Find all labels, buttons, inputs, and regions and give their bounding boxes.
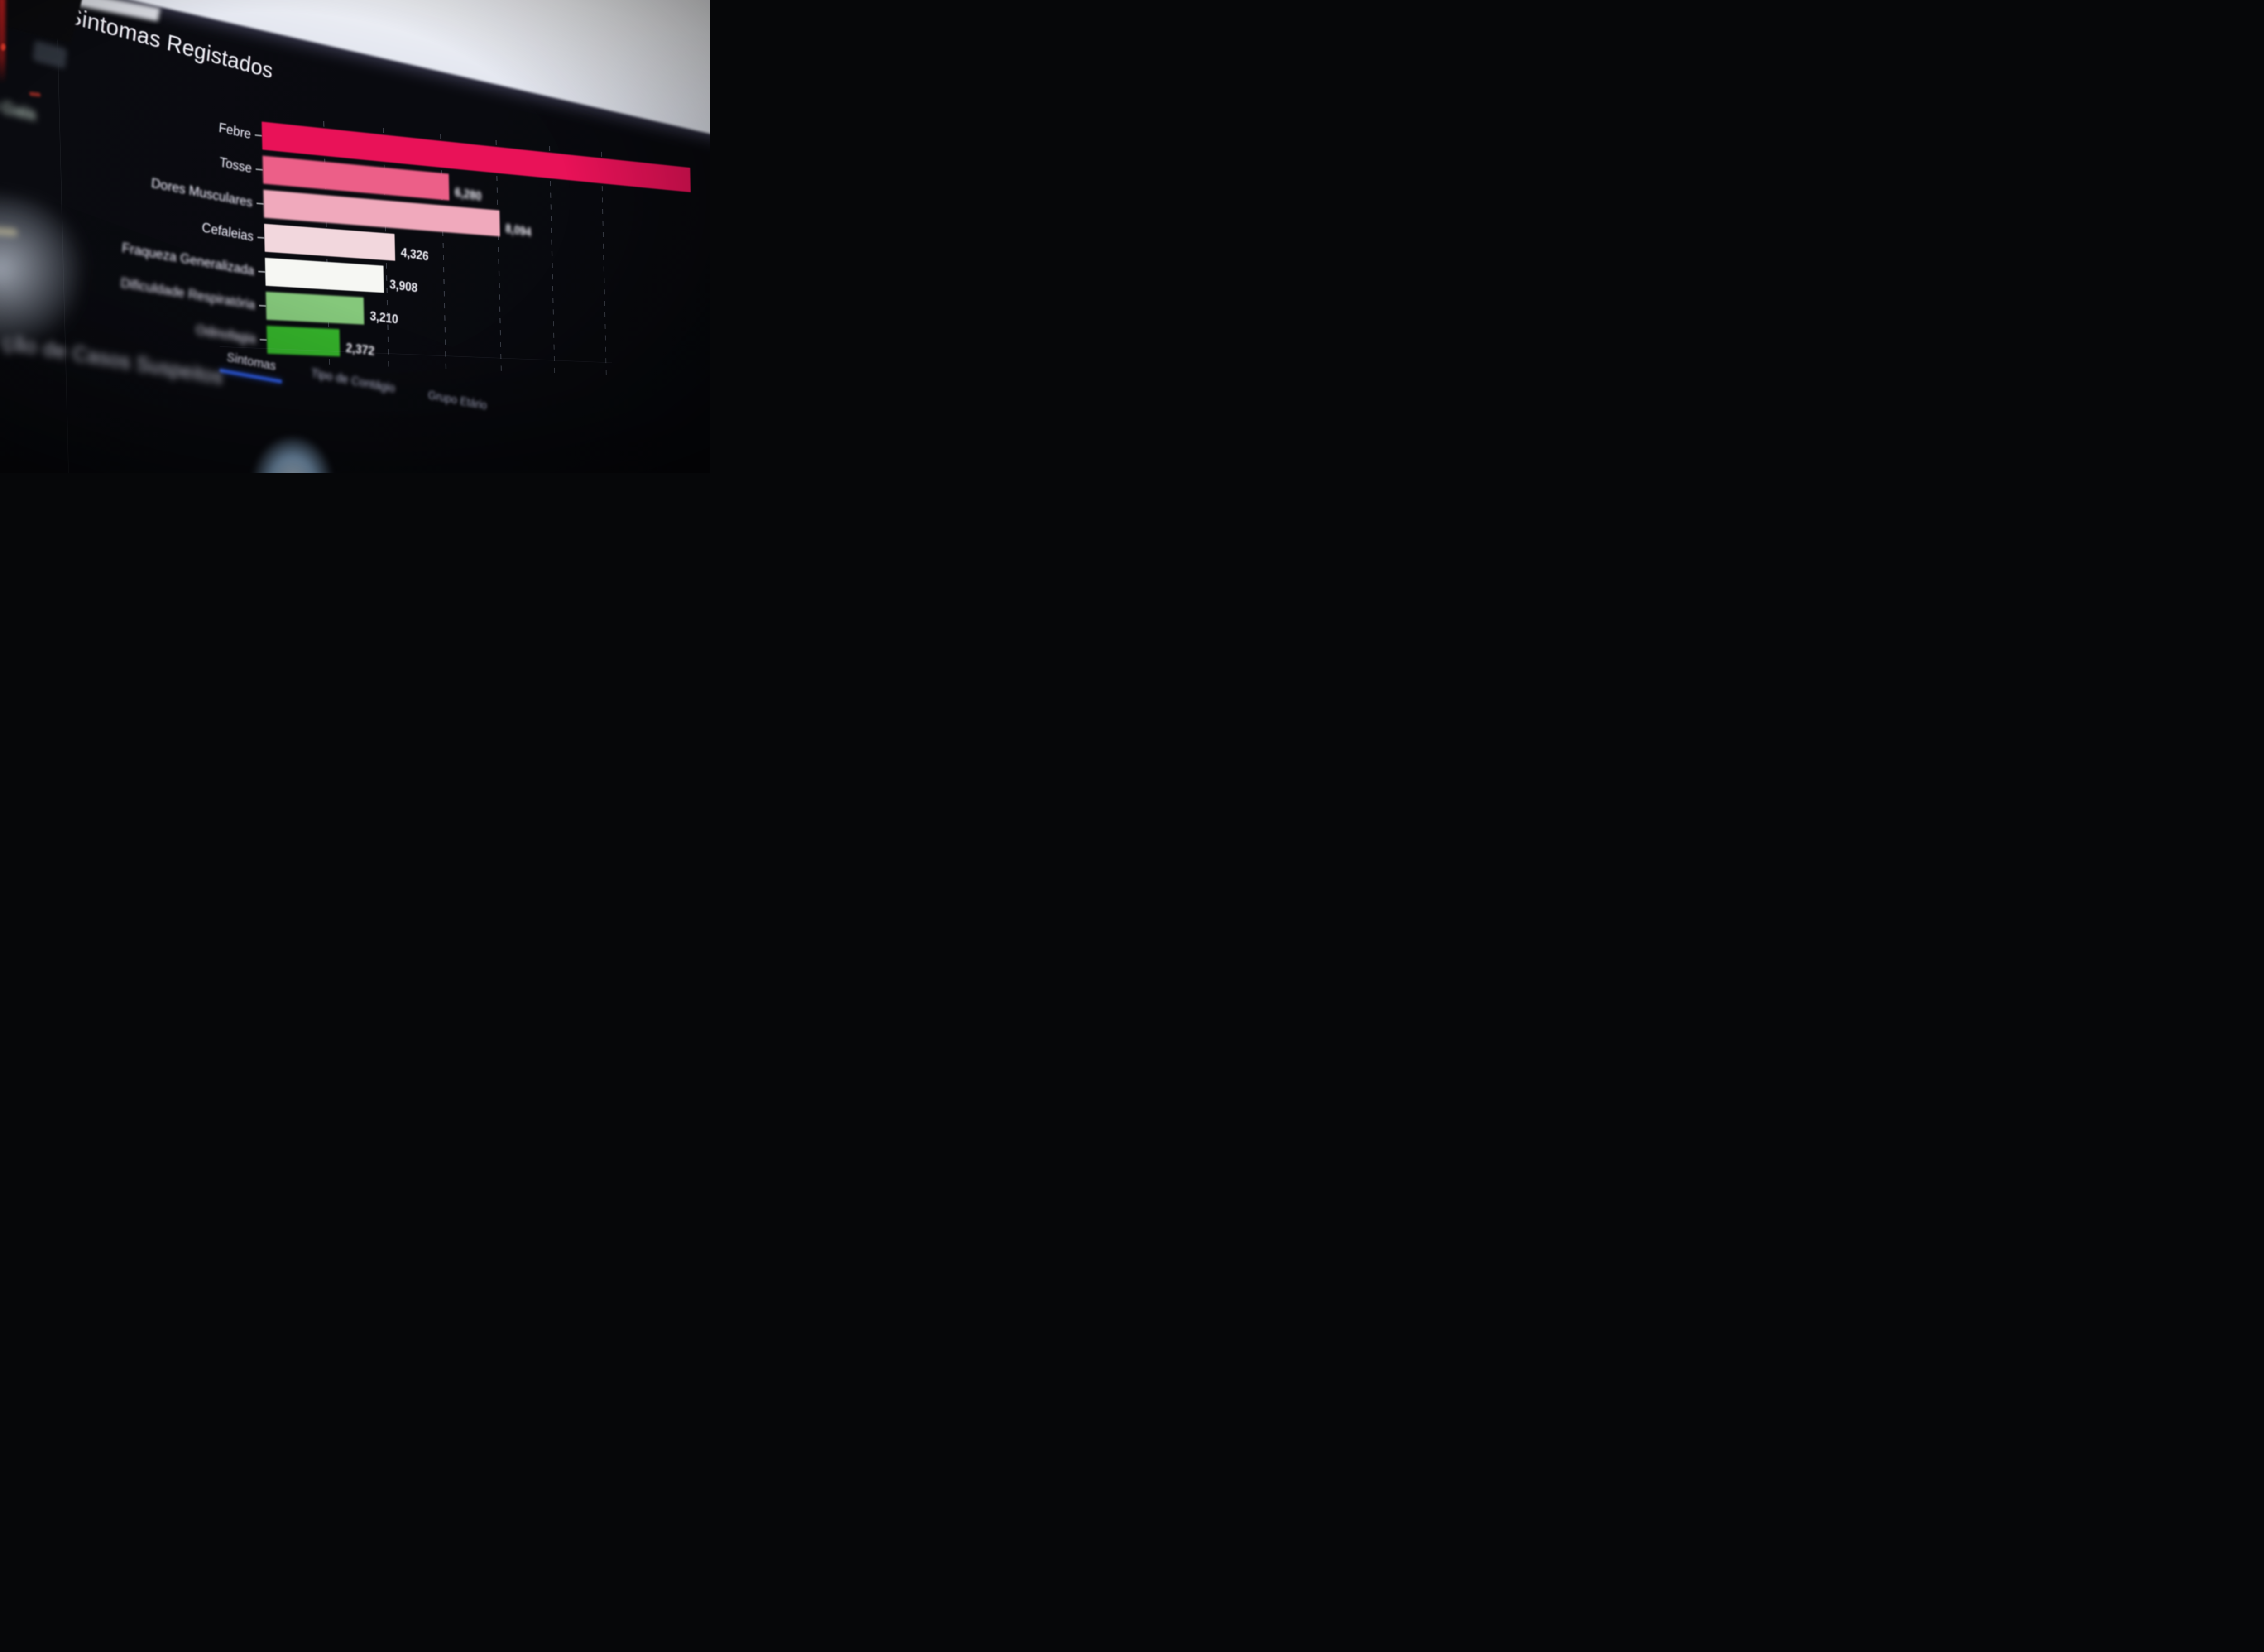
- axis-tick: [256, 202, 264, 205]
- axis-tick: [254, 134, 262, 137]
- bar-fraqueza-generalizada[interactable]: [265, 258, 384, 293]
- bar-cefaleias[interactable]: [264, 224, 396, 261]
- bar-odinofagia[interactable]: [266, 326, 340, 357]
- red-light-reflection: [0, 0, 5, 83]
- blue-light-glow: [252, 436, 333, 473]
- bar-value-cefaleias: 4,326: [400, 245, 429, 264]
- bar-value-dores-musculares: 8,094: [505, 221, 532, 240]
- bar-value-odinofagia: 2,372: [345, 340, 375, 358]
- sidebar-item-gala-fragment: o Gala: [0, 95, 37, 124]
- bar-value-tosse: 6,280: [455, 185, 482, 204]
- axis-tick: [259, 304, 266, 307]
- bar-value-dificuldade-respiratoria: 3,210: [369, 308, 398, 327]
- bar-label-cefaleias: Cefaleias: [201, 219, 254, 245]
- tab-grupo-etario[interactable]: Grupo Etário: [427, 388, 488, 413]
- axis-tick: [259, 338, 267, 341]
- tab-tipo-de-contagio[interactable]: Tipo de Contágio: [310, 366, 396, 395]
- red-light-dot: [1, 43, 5, 51]
- dashboard-photo: mados o Gala Sintomas Registados Febre: [0, 0, 710, 473]
- axis-tick: [255, 168, 263, 171]
- bar-label-febre: Febre: [218, 120, 252, 142]
- bar-dificuldade-respiratoria[interactable]: [265, 292, 365, 325]
- bar-label-odinofagia: Odinofagia: [195, 322, 257, 346]
- bar-chart: Febre Tosse 6,280 Dores Musculares 8,094…: [58, 96, 701, 373]
- axis-tick: [257, 236, 265, 239]
- bar-label-tosse: Tosse: [219, 154, 253, 176]
- axis-tick: [258, 270, 265, 273]
- bar-value-fraqueza-generalizada: 3,908: [389, 277, 418, 295]
- sidebar-red-indicator: [29, 91, 41, 97]
